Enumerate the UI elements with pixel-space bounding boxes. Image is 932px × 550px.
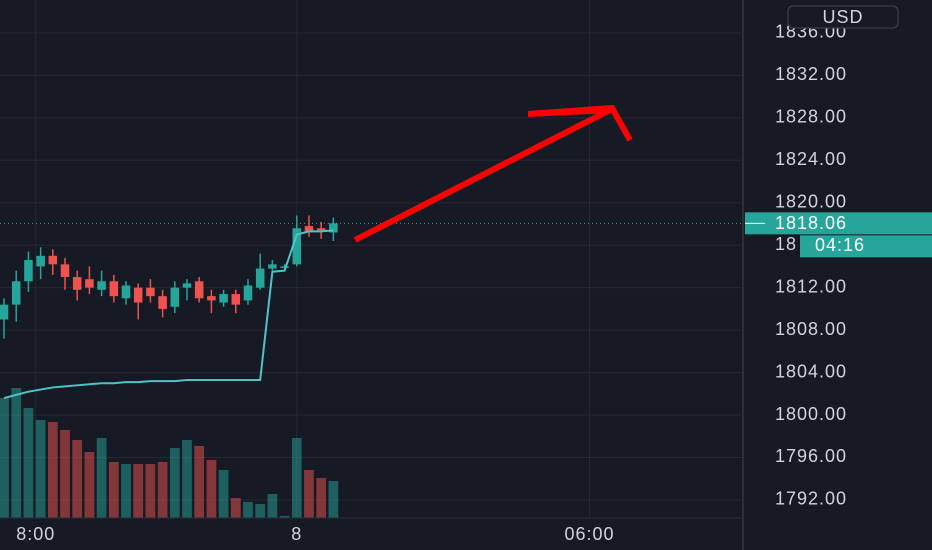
candle-body — [85, 279, 94, 288]
y-tick-label: 1796.00 — [775, 446, 847, 466]
candle-body — [316, 228, 326, 231]
currency-button[interactable] — [787, 5, 899, 29]
volume-bar — [35, 420, 46, 518]
volume-bar — [108, 462, 119, 518]
volume-bar — [47, 422, 58, 518]
candle-body — [268, 264, 277, 269]
volume-bar — [328, 481, 339, 518]
volume-bar — [206, 460, 217, 518]
candle-body — [60, 264, 70, 278]
volume-bar — [169, 448, 180, 518]
candle-body — [97, 281, 106, 290]
volume-bar — [133, 464, 144, 518]
candle-body — [121, 285, 131, 299]
y-tick-label: 1812.00 — [775, 276, 847, 296]
candle-body — [0, 304, 9, 320]
candle-body — [292, 228, 302, 265]
candle-body — [304, 226, 314, 233]
x-tick-label: 8:00 — [16, 524, 55, 544]
plot — [0, 215, 742, 400]
last-price-label: 1818.06 — [775, 213, 847, 233]
volume-bar — [255, 504, 266, 518]
volume-bar — [0, 398, 9, 518]
y-tick-label: 1828.00 — [775, 107, 847, 127]
x-tick-label: 8 — [291, 524, 302, 544]
x-tick-label: 06:00 — [565, 524, 615, 544]
countdown-box — [800, 235, 932, 258]
volume-bar — [121, 464, 131, 518]
volume-bar — [157, 462, 168, 518]
currency-label: USD — [822, 7, 863, 27]
volume-bar — [60, 430, 70, 518]
y-tick-label: 1800.00 — [775, 404, 847, 424]
volume-bar — [230, 498, 241, 518]
y-tick-label: 1832.00 — [775, 64, 847, 84]
volume-bar — [96, 438, 107, 518]
candle-body — [243, 285, 253, 301]
volume-bar — [267, 494, 278, 518]
volume-pane — [0, 388, 339, 518]
average-line — [3, 229, 334, 400]
y-tick-label: 1808.00 — [775, 319, 847, 339]
y-tick-label: 1804.00 — [775, 361, 847, 381]
y-tick-label: 1824.00 — [775, 149, 847, 169]
candle-body — [170, 287, 180, 307]
candle-body — [231, 294, 241, 305]
volume-bar — [182, 440, 192, 518]
volume-bar — [243, 502, 253, 518]
volume-bar — [72, 440, 83, 518]
candle-body — [109, 281, 119, 297]
candle-body — [158, 296, 167, 309]
last-price-box — [745, 212, 932, 235]
candle-body — [219, 294, 228, 303]
volume-bar — [145, 464, 156, 518]
volume-bar — [279, 516, 290, 518]
candle-body — [207, 296, 216, 301]
candle-body — [133, 287, 143, 303]
volume-bar — [84, 452, 95, 518]
y-tick-label: 1792.00 — [775, 489, 847, 509]
volume-bar — [194, 446, 205, 518]
volume-bar — [316, 478, 327, 518]
candle-body — [280, 266, 289, 268]
candle-body — [24, 260, 33, 282]
candle-body — [194, 281, 204, 299]
volume-bar — [291, 438, 302, 518]
candle-body — [182, 283, 192, 288]
candle-body — [329, 223, 338, 233]
candle-body — [11, 281, 21, 305]
volume-bar — [23, 408, 34, 518]
candle-body — [255, 268, 265, 288]
candle-body — [146, 287, 155, 297]
candle-body — [72, 277, 82, 290]
volume-bar — [304, 470, 314, 518]
volume-bar — [218, 470, 229, 518]
y-tick-label: 18 — [775, 234, 797, 254]
arrow-annotation — [353, 104, 633, 243]
candle-body — [36, 255, 45, 267]
candle-body — [48, 255, 58, 265]
y-tick-label: 1820.00 — [775, 191, 847, 211]
volume-bar — [11, 388, 22, 518]
countdown-label: 04:16 — [815, 235, 865, 255]
